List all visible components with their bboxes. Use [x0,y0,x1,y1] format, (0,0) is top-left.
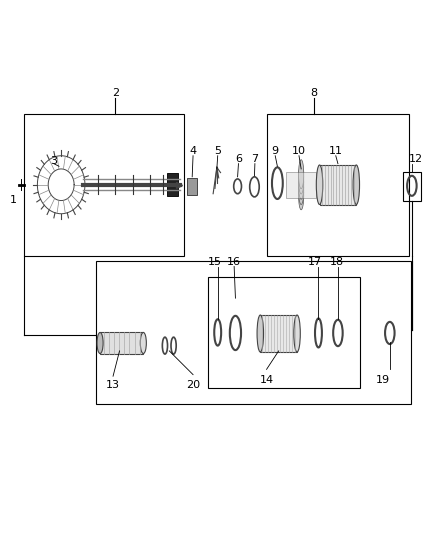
Text: 10: 10 [292,146,306,156]
Text: 1: 1 [10,195,17,205]
Bar [187,178,198,195]
Text: 18: 18 [329,256,344,266]
Bar [96,261,411,403]
Text: 17: 17 [308,256,322,266]
Ellipse shape [140,333,146,353]
Text: 11: 11 [329,146,343,156]
Text: 2: 2 [112,88,119,98]
Text: 16: 16 [227,256,241,266]
Bar [286,172,316,198]
Bar [320,165,356,205]
Bar [100,333,143,353]
Ellipse shape [257,315,264,352]
Ellipse shape [353,165,360,205]
Bar [260,315,297,352]
Bar [208,277,360,388]
Text: 9: 9 [272,146,279,156]
Bar [267,114,409,256]
Ellipse shape [299,160,304,189]
Text: 14: 14 [259,375,274,385]
Ellipse shape [299,175,304,205]
Ellipse shape [316,165,323,205]
Text: 20: 20 [186,380,200,390]
Text: 13: 13 [106,380,120,390]
Text: 6: 6 [235,154,242,164]
Text: 12: 12 [409,154,423,164]
Text: 5: 5 [214,146,221,156]
Bar [403,172,420,200]
Text: 8: 8 [311,88,318,98]
Ellipse shape [299,170,304,199]
Text: 7: 7 [251,154,258,164]
Text: 15: 15 [208,256,222,266]
Text: 4: 4 [190,146,197,156]
Bar [25,114,184,256]
Ellipse shape [299,165,304,194]
Bar [167,173,178,196]
Ellipse shape [299,181,304,210]
Text: 3: 3 [50,156,57,166]
Ellipse shape [294,315,300,352]
Text: 19: 19 [376,375,390,385]
Ellipse shape [97,333,103,353]
